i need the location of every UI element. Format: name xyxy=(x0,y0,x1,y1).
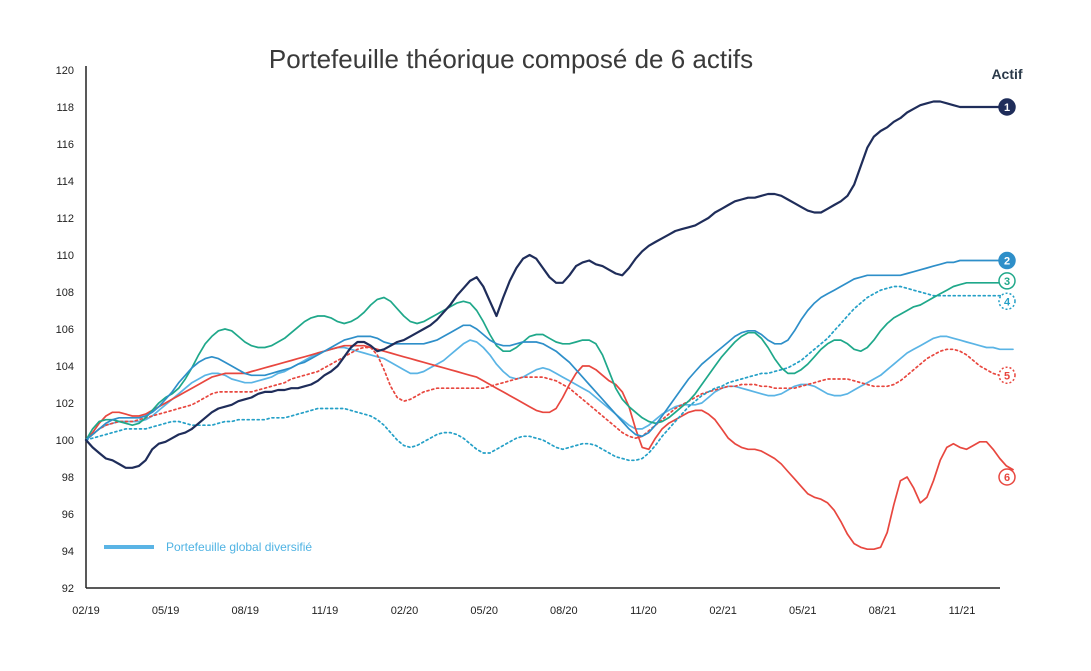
series-line-3 xyxy=(85,281,1014,441)
y-tick-label: 110 xyxy=(56,250,74,262)
series-badge-label: 5 xyxy=(1004,370,1010,382)
x-tick-label: 11/19 xyxy=(312,605,339,617)
series-badge-6: 6 xyxy=(998,468,1016,486)
series-badge-label: 2 xyxy=(1004,256,1010,268)
series-line-1 xyxy=(84,100,1015,469)
y-tick-label: 108 xyxy=(56,287,74,299)
series-line-6 xyxy=(85,344,1014,551)
series-group-label: Actif xyxy=(991,66,1022,82)
chart-series xyxy=(84,100,1015,551)
y-tick-label: 96 xyxy=(62,509,74,521)
y-tick-label: 98 xyxy=(62,472,74,484)
x-tick-label: 02/20 xyxy=(391,605,419,617)
x-tick-label: 05/21 xyxy=(789,605,817,617)
chart-legend: Portefeuille global diversifié xyxy=(104,540,312,554)
x-tick-label: 02/19 xyxy=(72,605,100,617)
series-badges: 1 2 3 4 5 6 xyxy=(998,98,1016,486)
series-badge-label: 3 xyxy=(1004,276,1010,288)
y-tick-label: 106 xyxy=(56,324,74,336)
x-tick-label: 08/19 xyxy=(232,605,260,617)
series-badge-5: 5 xyxy=(998,366,1016,384)
y-tick-label: 114 xyxy=(56,176,74,188)
series-badge-2: 2 xyxy=(998,251,1016,270)
y-tick-label: 116 xyxy=(56,139,74,151)
legend-label: Portefeuille global diversifié xyxy=(166,540,312,554)
series-badge-label: 4 xyxy=(1004,296,1011,308)
chart-title: Portefeuille théorique composé de 6 acti… xyxy=(268,44,754,74)
x-tick-label: 02/21 xyxy=(709,605,737,617)
y-tick-label: 100 xyxy=(56,435,74,447)
series-badge-4: 4 xyxy=(998,292,1016,310)
series-line-4 xyxy=(85,285,1014,462)
y-tick-label: 92 xyxy=(62,583,74,595)
y-tick-label: 118 xyxy=(56,102,74,114)
series-line-global xyxy=(85,335,1014,441)
series-line-2 xyxy=(85,259,1014,441)
x-tick-label: 05/19 xyxy=(152,605,180,617)
series-badge-3: 3 xyxy=(998,272,1016,290)
y-tick-label: 120 xyxy=(56,65,74,77)
series-badge-label: 1 xyxy=(1004,102,1010,114)
x-tick-label: 08/20 xyxy=(550,605,578,617)
x-tick-label: 08/21 xyxy=(869,605,897,617)
series-badge-1: 1 xyxy=(998,98,1016,116)
series-badge-label: 6 xyxy=(1004,472,1010,484)
x-tick-label: 11/20 xyxy=(630,605,657,617)
series-line-5 xyxy=(85,346,1014,441)
y-tick-label: 102 xyxy=(56,398,74,410)
y-tick-label: 104 xyxy=(56,361,74,373)
y-tick-label: 94 xyxy=(62,546,74,558)
y-tick-label: 112 xyxy=(56,213,74,225)
x-tick-label: 05/20 xyxy=(470,605,498,617)
chart-axes: 92 94 96 98 100 102 104 106 108 110 112 114 116 118 12… xyxy=(56,65,1000,617)
x-tick-label: 11/21 xyxy=(949,605,976,617)
